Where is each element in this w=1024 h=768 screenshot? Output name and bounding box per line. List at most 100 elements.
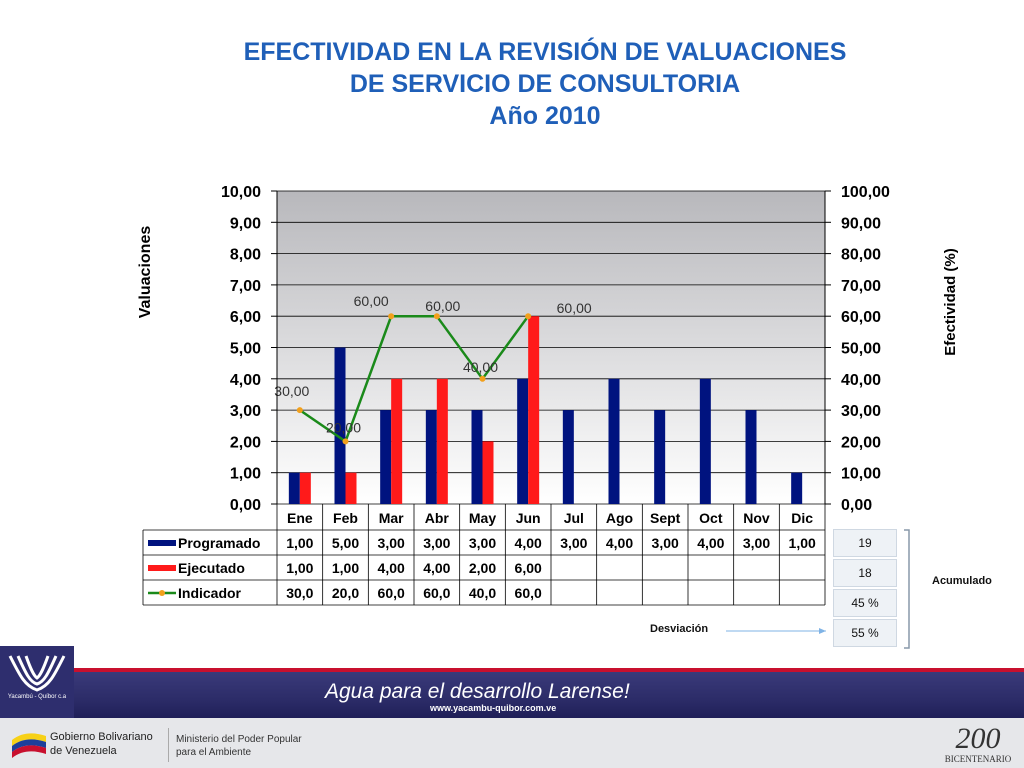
ministerio-line-2: para el Ambiente <box>176 747 252 758</box>
legend-swatch-marker <box>159 590 165 596</box>
chart-title: EFECTIVIDAD EN LA REVISIÓN DE VALUACIONE… <box>160 36 930 132</box>
table-cell: 4,00 <box>378 560 405 576</box>
x-tick-label: Oct <box>699 510 723 526</box>
y-tick-label: 2,00 <box>230 434 261 451</box>
table-cell: 3,00 <box>423 535 450 551</box>
table-cell: 40,0 <box>469 585 496 601</box>
y-tick-label: 7,00 <box>230 278 261 295</box>
x-tick-label: Ene <box>287 510 313 526</box>
table-cell: 1,00 <box>789 535 816 551</box>
title-line-3: Año 2010 <box>489 102 601 130</box>
bar-programado <box>608 378 620 504</box>
table-cell: 4,00 <box>606 535 633 551</box>
table-cell: 3,00 <box>560 535 587 551</box>
y2-tick-label: 0,00 <box>841 497 872 514</box>
indicator-data-label: 20,00 <box>326 419 361 435</box>
y2-tick-label: 90,00 <box>841 215 881 232</box>
legend-swatch-ejecutado <box>148 565 176 571</box>
gobierno-line-1: Gobierno Bolivariano <box>50 731 153 743</box>
x-tick-label: Sept <box>650 510 681 526</box>
y2-tick-label: 80,00 <box>841 247 881 264</box>
table-cell: 1,00 <box>286 535 313 551</box>
bar-programado <box>562 410 574 504</box>
y2-tick-label: 20,00 <box>841 434 881 451</box>
bar-programado <box>699 378 711 504</box>
footer-bottom-bar <box>0 718 1024 768</box>
table-cell: 2,00 <box>469 560 496 576</box>
legend-label: Indicador <box>178 585 242 601</box>
bar-programado <box>791 472 803 504</box>
indicator-point <box>525 313 532 320</box>
summary-desviacion: 55 % <box>833 619 897 647</box>
bar-ejecutado <box>345 472 357 504</box>
logo-icon <box>8 655 66 692</box>
footer-slogan: Agua para el desarrollo Larense! <box>325 680 630 703</box>
bar-programado <box>745 410 757 504</box>
y-tick-label: 5,00 <box>230 341 261 358</box>
x-tick-label: Abr <box>425 510 450 526</box>
title-line-2: DE SERVICIO DE CONSULTORIA <box>349 70 741 98</box>
bar-ejecutado <box>528 316 540 504</box>
footer-red-stripe <box>0 668 1024 672</box>
legend-label: Programado <box>178 535 260 551</box>
bar-programado <box>334 347 346 504</box>
table-cell: 5,00 <box>332 535 359 551</box>
y2-tick-label: 50,00 <box>841 341 881 358</box>
venezuela-flag-icon <box>12 733 46 758</box>
y2-tick-label: 60,00 <box>841 309 881 326</box>
bicentenario-word: BICENTENARIO <box>945 754 1012 764</box>
footer-band <box>0 672 1024 718</box>
logo-text: Yacambú - Quíbor c.a <box>7 694 67 700</box>
table-cell: 6,00 <box>515 560 542 576</box>
table-cell: 3,00 <box>469 535 496 551</box>
x-tick-label: Ago <box>606 510 633 526</box>
bar-ejecutado <box>391 378 403 504</box>
table-cell: 60,0 <box>423 585 450 601</box>
table-cell: 3,00 <box>652 535 679 551</box>
bar-programado <box>425 410 437 504</box>
bar-programado <box>288 472 300 504</box>
y-tick-label: 6,00 <box>230 309 261 326</box>
y-tick-label: 3,00 <box>230 403 261 420</box>
data-table: Ene Feb Mar Abr May Jun Jul Ago Sept Oct Nov Dic Pro… <box>142 504 826 606</box>
desviacion-arrowhead <box>819 628 826 634</box>
desviacion-label: Desviación <box>650 623 709 635</box>
axes: 0,00 1,00 2,00 3,00 4,00 5,00 6,00 7,00 8,00 9,00… <box>221 184 890 514</box>
title-line-1: EFECTIVIDAD EN LA REVISIÓN DE VALUACIONE… <box>243 38 847 66</box>
x-tick-label: Jul <box>564 510 584 526</box>
summary-programado-total: 19 <box>833 529 897 557</box>
legend-swatch-programado <box>148 540 176 546</box>
y-tick-label: 8,00 <box>230 247 261 264</box>
indicator-point <box>296 407 303 414</box>
table-cell: 20,0 <box>332 585 359 601</box>
y2-tick-label: 10,00 <box>841 466 881 483</box>
table-cell: 30,0 <box>286 585 313 601</box>
bar-programado <box>654 410 666 504</box>
bar-ejecutado <box>299 472 311 504</box>
acumulado-label: Acumulado <box>932 575 992 587</box>
indicator-point <box>388 313 395 320</box>
chart: 30,00 20,00 60,00 60,00 40,00 60,00 0,00 1,00 2… <box>137 184 959 649</box>
gobierno-line-2: de Venezuela <box>50 745 117 757</box>
indicator-data-label: 40,00 <box>463 359 498 375</box>
x-tick-label: May <box>469 510 496 526</box>
bar-programado <box>471 410 483 504</box>
indicator-data-label: 60,00 <box>425 298 460 314</box>
table-cell: 3,00 <box>743 535 770 551</box>
y2-tick-label: 40,00 <box>841 372 881 389</box>
footer-separator <box>168 728 169 762</box>
indicator-data-label: 60,00 <box>354 293 389 309</box>
summary-bracket <box>904 529 910 649</box>
y-tick-label: 0,00 <box>230 497 261 514</box>
indicator-line: 30,00 20,00 60,00 60,00 40,00 60,00 <box>274 293 592 445</box>
x-tick-label: Jun <box>516 510 541 526</box>
y2-tick-label: 70,00 <box>841 278 881 295</box>
indicator-point <box>479 375 486 382</box>
bar-programado <box>517 378 529 504</box>
x-tick-label: Nov <box>743 510 770 526</box>
footer-url: www.yacambu-quibor.com.ve <box>430 703 557 713</box>
table-cell: 60,0 <box>378 585 405 601</box>
bicentenario-logo: 200 BICENTENARIO <box>945 722 1012 764</box>
bars <box>288 316 803 504</box>
indicator-polyline <box>299 314 530 444</box>
